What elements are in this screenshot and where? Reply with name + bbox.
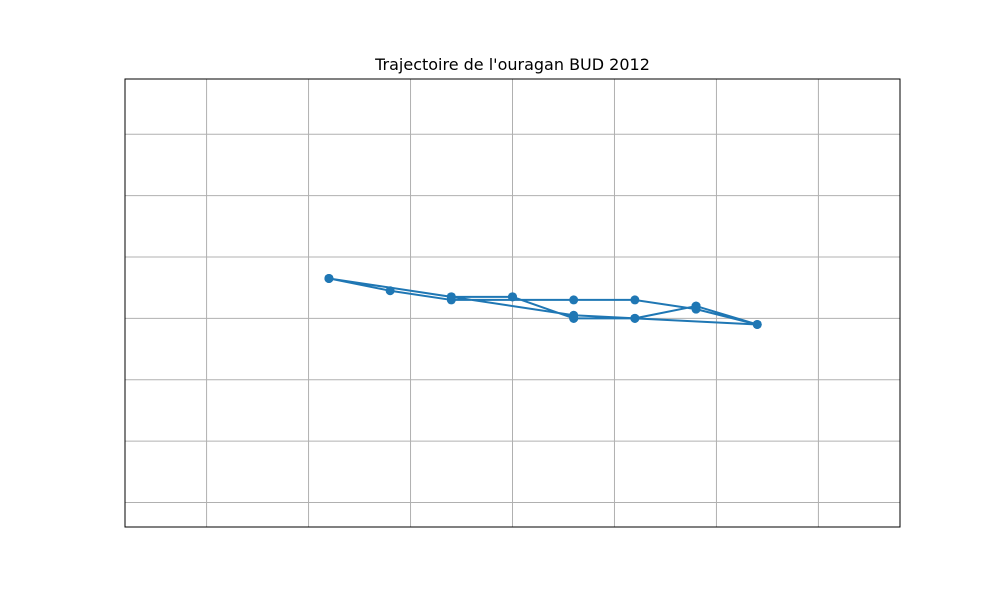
series-layer — [324, 273, 762, 329]
trajectory-point — [385, 286, 395, 296]
trajectory-point — [630, 313, 640, 323]
trajectory-point — [630, 295, 640, 305]
trajectory-point — [752, 319, 762, 329]
trajectory-point — [569, 310, 579, 320]
trajectory-point — [691, 304, 701, 314]
chart-title: Trajectoire de l'ouragan BUD 2012 — [374, 55, 650, 74]
trajectory-point — [508, 292, 517, 302]
trajectory-point — [569, 295, 579, 305]
trajectory-point — [446, 295, 456, 305]
trajectory-point — [324, 273, 334, 283]
plot-frame — [124, 78, 901, 528]
grid-layer — [125, 79, 900, 527]
trajectory-line — [327, 277, 759, 326]
